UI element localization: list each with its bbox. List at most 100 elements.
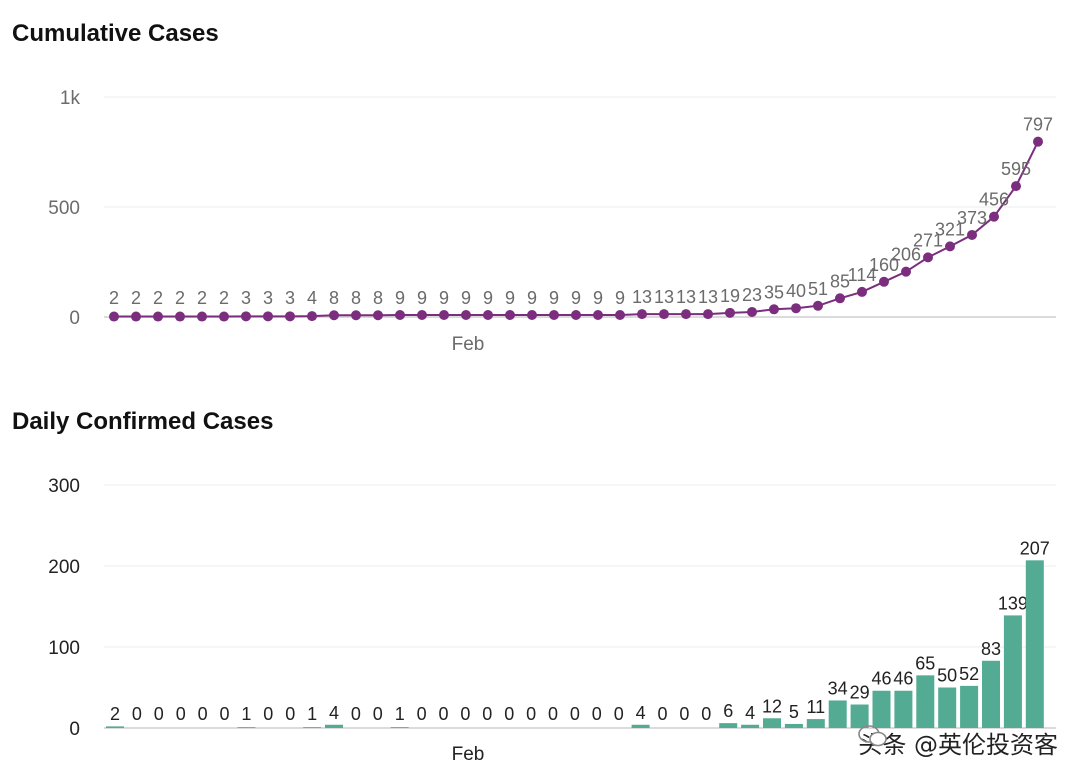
daily-data-label: 139 (998, 593, 1028, 613)
daily-data-label: 5 (789, 702, 799, 722)
cumulative-point (219, 311, 229, 322)
cumulative-data-label: 9 (505, 288, 515, 308)
cumulative-data-label: 114 (848, 265, 877, 285)
daily-bar (1025, 560, 1044, 728)
cumulative-data-label: 8 (373, 288, 383, 308)
cumulative-data-label: 19 (720, 286, 740, 306)
daily-data-label: 0 (548, 704, 558, 724)
cumulative-data-label: 8 (329, 288, 339, 308)
cumulative-point (307, 311, 317, 322)
cumulative-point (725, 307, 735, 318)
cumulative-data-label: 51 (808, 279, 828, 299)
cumulative-point (417, 310, 427, 321)
cumulative-data-label: 2 (175, 288, 185, 308)
cumulative-data-label: 373 (957, 208, 987, 228)
daily-y-tick-label: 300 (48, 476, 80, 497)
daily-data-label: 0 (373, 704, 383, 724)
cumulative-point (769, 304, 779, 315)
cumulative-x-tick-label: Feb (452, 334, 485, 355)
cumulative-point (637, 309, 647, 320)
daily-data-label: 0 (460, 704, 470, 724)
cumulative-point (791, 303, 801, 314)
cumulative-point (813, 300, 823, 311)
cumulative-data-label: 9 (571, 288, 581, 308)
cumulative-point (1033, 136, 1043, 147)
cumulative-data-label: 85 (830, 271, 850, 291)
daily-bar (741, 724, 760, 728)
daily-data-label: 2 (110, 704, 120, 724)
cumulative-data-label: 3 (263, 288, 273, 308)
daily-data-label: 0 (614, 704, 624, 724)
cumulative-point (197, 311, 207, 322)
daily-data-label: 0 (438, 704, 448, 724)
daily-bar (894, 690, 913, 728)
daily-bar (631, 724, 650, 728)
daily-data-label: 0 (570, 704, 580, 724)
daily-bar (872, 690, 891, 728)
daily-data-label: 0 (504, 704, 514, 724)
cumulative-y-tick-label: 1k (60, 88, 81, 109)
daily-data-label: 0 (526, 704, 536, 724)
cumulative-point (263, 311, 273, 322)
daily-bar (784, 723, 803, 728)
daily-data-label: 0 (219, 704, 229, 724)
daily-data-label: 207 (1020, 538, 1050, 558)
daily-bar (763, 718, 781, 728)
cumulative-point (857, 286, 867, 297)
cumulative-data-label: 9 (461, 288, 471, 308)
cumulative-point (505, 310, 515, 321)
cumulative-point (109, 311, 119, 322)
cumulative-data-label: 797 (1023, 115, 1053, 135)
daily-bar (390, 727, 409, 728)
daily-data-label: 0 (679, 704, 689, 724)
cumulative-data-label: 160 (869, 255, 899, 275)
daily-data-label: 1 (241, 704, 251, 724)
cumulative-data-label: 13 (676, 287, 696, 307)
cumulative-point (351, 310, 361, 321)
daily-bar (303, 727, 322, 728)
cumulative-point (571, 310, 581, 321)
daily-data-label: 52 (959, 664, 979, 684)
daily-data-label: 0 (351, 704, 361, 724)
cumulative-data-label: 9 (527, 288, 537, 308)
daily-data-label: 0 (132, 704, 142, 724)
daily-bar (828, 700, 847, 728)
daily-data-label: 11 (806, 697, 825, 717)
daily-bar (982, 660, 1000, 728)
cumulative-point (659, 309, 669, 320)
cumulative-point (461, 310, 471, 321)
cumulative-data-label: 23 (742, 285, 762, 305)
cumulative-data-label: 271 (913, 230, 943, 250)
cumulative-data-label: 9 (395, 288, 405, 308)
daily-y-tick-label: 200 (48, 557, 80, 578)
daily-bar (850, 704, 869, 728)
cumulative-data-label: 456 (979, 190, 1009, 210)
daily-data-label: 0 (285, 704, 295, 724)
cumulative-point (241, 311, 251, 322)
daily-data-label: 12 (762, 696, 782, 716)
daily-bar (237, 727, 256, 728)
cumulative-data-label: 2 (219, 288, 229, 308)
cumulative-data-label: 2 (153, 288, 163, 308)
cumulative-data-label: 321 (935, 219, 965, 239)
cumulative-data-label: 595 (1001, 159, 1031, 179)
cumulative-data-label: 9 (417, 288, 427, 308)
daily-data-label: 4 (636, 703, 646, 723)
cumulative-point (549, 310, 559, 321)
daily-x-tick-label: Feb (452, 744, 485, 765)
daily-data-label: 83 (981, 639, 1001, 659)
cumulative-point (615, 310, 625, 321)
daily-bar (719, 723, 738, 728)
daily-data-label: 1 (307, 704, 317, 724)
cumulative-data-label: 3 (285, 288, 295, 308)
cumulative-point (285, 311, 295, 322)
daily-data-label: 1 (395, 704, 405, 724)
cumulative-point (175, 311, 185, 322)
cumulative-point (681, 309, 691, 320)
cumulative-point (923, 252, 933, 263)
daily-bar (325, 724, 343, 728)
daily-data-label: 0 (198, 704, 208, 724)
cumulative-point (395, 310, 405, 321)
cumulative-data-label: 9 (439, 288, 449, 308)
cumulative-point (835, 293, 845, 304)
